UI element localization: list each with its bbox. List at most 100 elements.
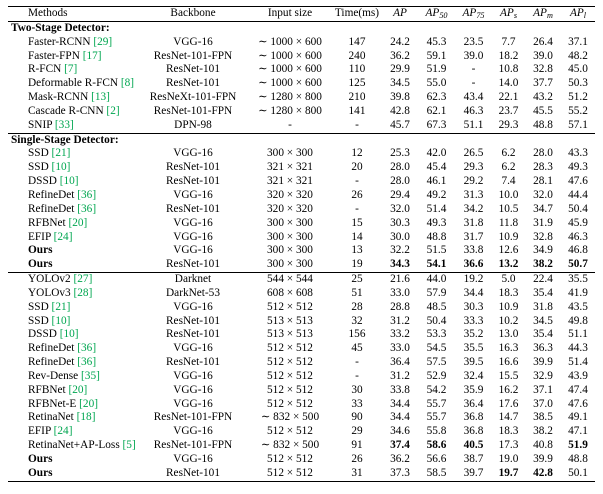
time-cell: 12 <box>351 147 363 160</box>
metric-value: 54.1 <box>426 258 447 271</box>
table-row: RefineDet [36] VGG-16 512 × 512 45 33.0 54.5 3… <box>8 342 595 356</box>
citation-link[interactable]: [17] <box>79 49 102 62</box>
metric-value: 43.2 <box>533 91 553 104</box>
method-name: RFBNet-E [20] <box>28 397 98 410</box>
citation-link[interactable]: [18] <box>73 411 96 424</box>
citation-link[interactable]: [20] <box>65 383 88 396</box>
input-size-cell: 512 × 512 <box>267 397 313 410</box>
time-cell: 33 <box>351 397 363 410</box>
method-name: DSSD [10] <box>28 175 79 188</box>
table-row: R-FCN [7] ResNet-101 ∼ 1000 × 600 110 29.9 51… <box>8 63 595 77</box>
citation-link[interactable]: [35] <box>78 369 100 382</box>
metric-value: 43.4 <box>463 91 484 104</box>
method-name: RFBNet [20] <box>28 216 88 229</box>
time-cell: 20 <box>351 161 363 174</box>
input-size-cell: 320 × 320 <box>267 188 313 201</box>
metric-value: 49.2 <box>426 188 447 201</box>
input-size-cell: 512 × 512 <box>267 300 313 313</box>
column-header-apm: APm <box>525 6 561 22</box>
method-name: SSD [10] <box>28 314 71 327</box>
column-header-methods: Methods <box>8 6 138 22</box>
method-name: RefineDet [36] <box>28 188 97 201</box>
metric-value: 48.2 <box>568 49 588 62</box>
citation-link[interactable]: [20] <box>65 216 88 229</box>
metric-value: 39.9 <box>533 356 553 369</box>
time-cell: 240 <box>348 49 366 62</box>
input-size-cell: 300 × 300 <box>267 230 313 243</box>
backbone-cell: ResNet-101 <box>166 175 220 188</box>
citation-link[interactable]: [10] <box>48 314 71 327</box>
input-size-cell: 321 × 321 <box>267 175 313 188</box>
metric-value: 44.0 <box>418 272 455 287</box>
citation-link[interactable]: [36] <box>74 342 97 355</box>
metric-value: 28.0 <box>390 161 410 174</box>
metric-value: 37.0 <box>533 397 553 410</box>
backbone-cell: VGG-16 <box>173 383 213 396</box>
citation-link[interactable]: [8] <box>118 77 135 90</box>
citation-link[interactable]: [36] <box>74 202 97 215</box>
metric-value: 36.6 <box>463 258 484 271</box>
method-name: SSD [21] <box>28 147 71 160</box>
backbone-cell: VGG-16 <box>173 230 213 243</box>
time-cell: - <box>355 175 359 188</box>
metric-value: 54.5 <box>426 342 447 355</box>
citation-link[interactable]: [29] <box>90 35 113 48</box>
input-size-cell: 513 × 513 <box>267 328 313 341</box>
table-row: EFIP [24] VGG-16 300 × 300 14 30.0 48.8 31.7 10… <box>8 231 595 245</box>
metric-value: 42.8 <box>390 104 410 117</box>
citation-link[interactable]: [24] <box>50 230 73 243</box>
metric-value: 50.3 <box>568 77 588 90</box>
citation-link[interactable]: [21] <box>48 147 71 160</box>
metric-value: 49.1 <box>568 411 588 424</box>
metric-value: 51.4 <box>568 356 588 369</box>
column-header-time-ms-: Time(ms) <box>332 6 382 22</box>
input-size-cell: 513 × 513 <box>267 314 313 327</box>
input-size-cell: ∼ 1280 × 800 <box>258 104 322 117</box>
input-size-cell: 512 × 512 <box>267 425 313 438</box>
metric-value: 67.3 <box>426 118 447 131</box>
metric-value: 55.7 <box>426 397 447 410</box>
citation-link[interactable]: [33] <box>52 118 74 131</box>
metric-value: 59.1 <box>426 49 447 62</box>
metric-value: 33.8 <box>390 383 410 396</box>
citation-link[interactable]: [5] <box>119 439 136 452</box>
citation-link[interactable]: [7] <box>61 63 78 76</box>
column-header-ap75: AP75 <box>455 6 492 22</box>
metric-value: 51.5 <box>426 244 447 257</box>
time-cell: 45 <box>351 342 363 355</box>
citation-link[interactable]: [21] <box>48 300 71 313</box>
method-name: Ours <box>28 453 53 465</box>
metric-value: 7.4 <box>501 175 516 188</box>
citation-link[interactable]: [10] <box>56 328 79 341</box>
time-cell: 30 <box>351 383 363 396</box>
citation-link[interactable]: [13] <box>88 91 110 104</box>
citation-link[interactable]: [36] <box>74 188 97 201</box>
metric-value: 48.5 <box>426 300 447 313</box>
citation-link[interactable]: [2] <box>103 104 120 117</box>
citation-link[interactable]: [36] <box>74 356 97 369</box>
citation-link[interactable]: [27] <box>70 273 93 286</box>
table-row: SSD [21] VGG-16 512 × 512 28 28.8 48.5 30.3 10.… <box>8 301 595 315</box>
metric-value: 34.2 <box>463 202 484 215</box>
metric-value: 43.3 <box>568 147 588 160</box>
method-name: RefineDet [36] <box>28 342 97 355</box>
metric-value: 10.8 <box>498 63 519 76</box>
table-row: SSD [10] ResNet-101 321 × 321 20 28.0 45.4 29.… <box>8 161 595 175</box>
backbone-cell: VGG-16 <box>173 425 213 438</box>
citation-link[interactable]: [24] <box>50 425 73 438</box>
metric-value: 31.8 <box>463 216 484 229</box>
method-name: YOLOv2 [27] <box>8 272 138 287</box>
metric-value: 35.5 <box>561 272 595 287</box>
method-name: Deformable R-FCN [8] <box>28 77 135 90</box>
section-row: Single-Stage Detector: <box>8 132 595 148</box>
backbone-cell: VGG-16 <box>173 397 213 410</box>
method-name: DSSD [10] <box>28 328 79 341</box>
citation-link[interactable]: [10] <box>56 175 79 188</box>
metric-value: 40.8 <box>533 439 553 452</box>
column-header-ap50: AP50 <box>418 6 455 22</box>
citation-link[interactable]: [20] <box>76 397 98 410</box>
citation-link[interactable]: [10] <box>48 161 71 174</box>
table-row: DSSD [10] ResNet-101 513 × 513 156 33.2 53.3 3… <box>8 328 595 342</box>
citation-link[interactable]: [28] <box>70 286 93 299</box>
metric-value: 35.2 <box>463 328 484 341</box>
